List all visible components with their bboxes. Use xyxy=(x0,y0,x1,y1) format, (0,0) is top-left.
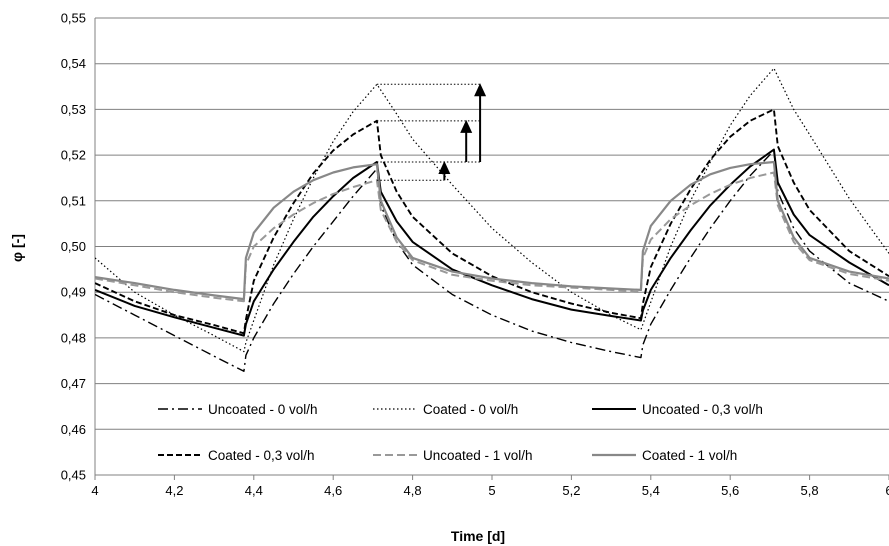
legend-label-5: Uncoated - 1 vol/h xyxy=(423,448,533,463)
x-tick-label: 4,8 xyxy=(404,483,422,498)
x-tick-label: 4,4 xyxy=(245,483,263,498)
legend: Uncoated - 0 vol/h Coated - 0 vol/h Uncoat… xyxy=(158,402,763,463)
arrow-head xyxy=(460,119,473,133)
series-line-3 xyxy=(95,148,889,337)
y-tick-label: 0,49 xyxy=(61,285,86,300)
x-tick-label: 4,6 xyxy=(324,483,342,498)
arrow-head xyxy=(438,160,451,174)
y-tick-label: 0,54 xyxy=(61,56,86,71)
annotations xyxy=(376,83,487,181)
series-line-5 xyxy=(95,171,889,303)
x-tick-label: 5,8 xyxy=(801,483,819,498)
series-group xyxy=(95,67,889,372)
y-tick-label: 0,55 xyxy=(61,11,86,26)
x-tick-label: 4,2 xyxy=(165,483,183,498)
x-tick-label: 5 xyxy=(488,483,495,498)
y-tick-label: 0,45 xyxy=(61,468,86,483)
x-axis-title: Time [d] xyxy=(451,528,505,544)
y-tick-label: 0,47 xyxy=(61,376,86,391)
y-tick-label: 0,53 xyxy=(61,102,86,117)
y-axis-title: φ [-] xyxy=(9,234,25,262)
legend-label-4: Coated - 0,3 vol/h xyxy=(208,448,315,463)
x-tick-label: 4 xyxy=(91,483,98,498)
y-tick-label: 0,48 xyxy=(61,330,86,345)
y-tick-label: 0,51 xyxy=(61,193,86,208)
legend-label-2: Coated - 0 vol/h xyxy=(423,402,518,417)
y-tick-label: 0,52 xyxy=(61,148,86,163)
legend-label-1: Uncoated - 0 vol/h xyxy=(208,402,318,417)
y-tick-label: 0,50 xyxy=(61,239,86,254)
series-line-6 xyxy=(95,160,889,301)
x-axis-ticks: 4 4,2 4,4 4,6 4,8 5 5,2 5,4 5,6 5,8 6 xyxy=(91,475,889,498)
y-tick-label: 0,46 xyxy=(61,422,86,437)
grid xyxy=(95,17,889,476)
x-tick-label: 5,4 xyxy=(642,483,660,498)
legend-label-3: Uncoated - 0,3 vol/h xyxy=(642,402,763,417)
y-axis-ticks: 0,45 0,46 0,47 0,48 0,49 0,50 0,51 0,52 0,53 0,54… xyxy=(61,11,86,483)
x-tick-label: 6 xyxy=(885,483,889,498)
legend-label-6: Coated - 1 vol/h xyxy=(642,448,737,463)
x-tick-label: 5,6 xyxy=(721,483,739,498)
series-line-4 xyxy=(95,108,889,335)
x-tick-label: 5,2 xyxy=(562,483,580,498)
arrow-head xyxy=(474,83,487,97)
